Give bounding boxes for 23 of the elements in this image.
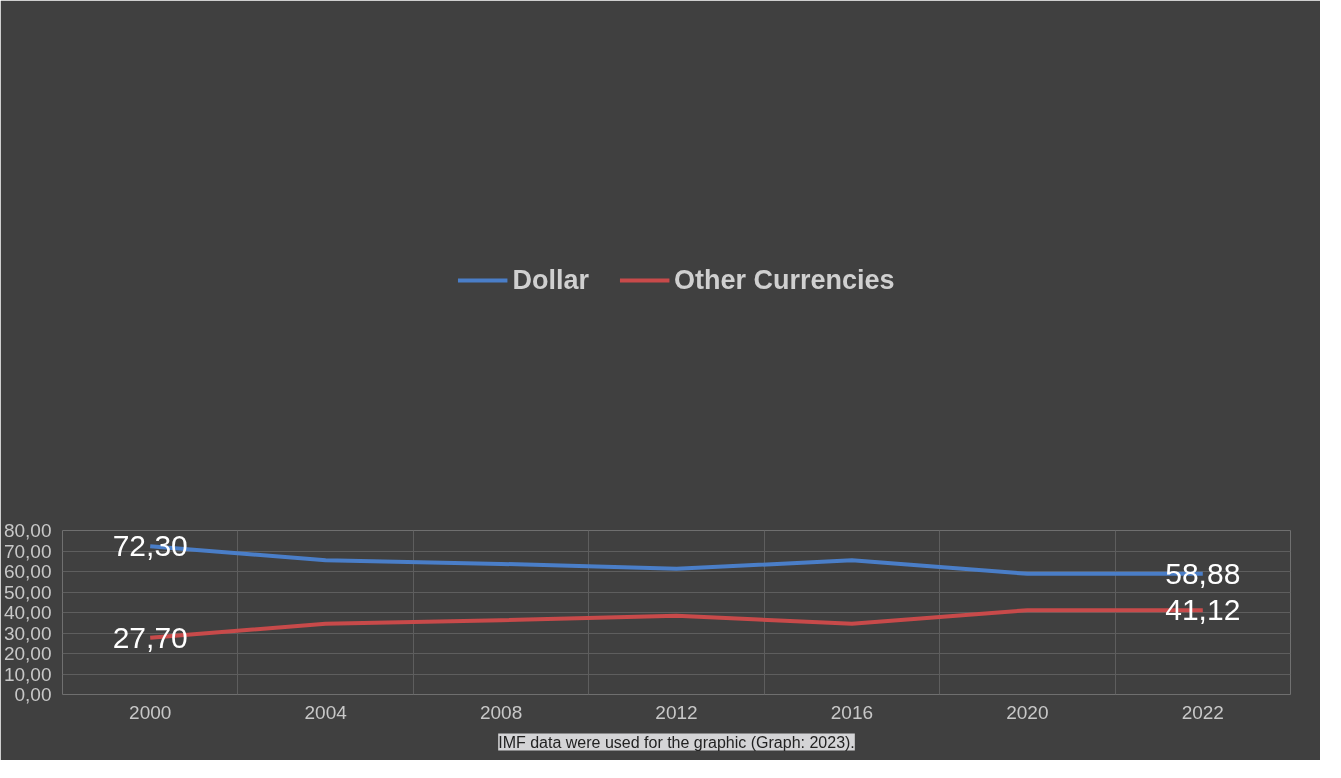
x-tick-label: 2020 bbox=[1006, 701, 1049, 723]
y-tick-label: 40,00 bbox=[3, 602, 52, 623]
x-tick-label: 2022 bbox=[1181, 701, 1224, 723]
data-label: 58,88 bbox=[1165, 556, 1241, 590]
y-tick-label: 50,00 bbox=[3, 581, 52, 603]
legend-label: Dollar bbox=[512, 264, 589, 296]
x-tick-label: 2016 bbox=[830, 701, 874, 723]
data-label: 72,30 bbox=[112, 529, 188, 563]
y-tick-label: 10,00 bbox=[3, 663, 52, 685]
y-tick-label: 80,00 bbox=[3, 520, 52, 541]
legend-label: Other Currencies bbox=[673, 264, 895, 296]
x-tick-label: 2000 bbox=[129, 701, 172, 723]
text: IMF data were used for the graphic (Graph: 2023). bbox=[498, 733, 855, 751]
x-tick-label: 2008 bbox=[479, 701, 523, 723]
y-tick-label: 30,00 bbox=[3, 622, 52, 644]
y-tick-label: 20,00 bbox=[3, 643, 52, 664]
y-tick-label: 70,00 bbox=[3, 540, 52, 562]
data-label: 27,70 bbox=[112, 620, 188, 654]
x-tick-label: 2004 bbox=[304, 701, 348, 723]
data-label: 41,12 bbox=[1165, 593, 1241, 627]
y-tick-label: 0,00 bbox=[14, 684, 52, 705]
y-tick-label: 60,00 bbox=[3, 561, 52, 582]
x-tick-label: 2012 bbox=[655, 701, 698, 723]
